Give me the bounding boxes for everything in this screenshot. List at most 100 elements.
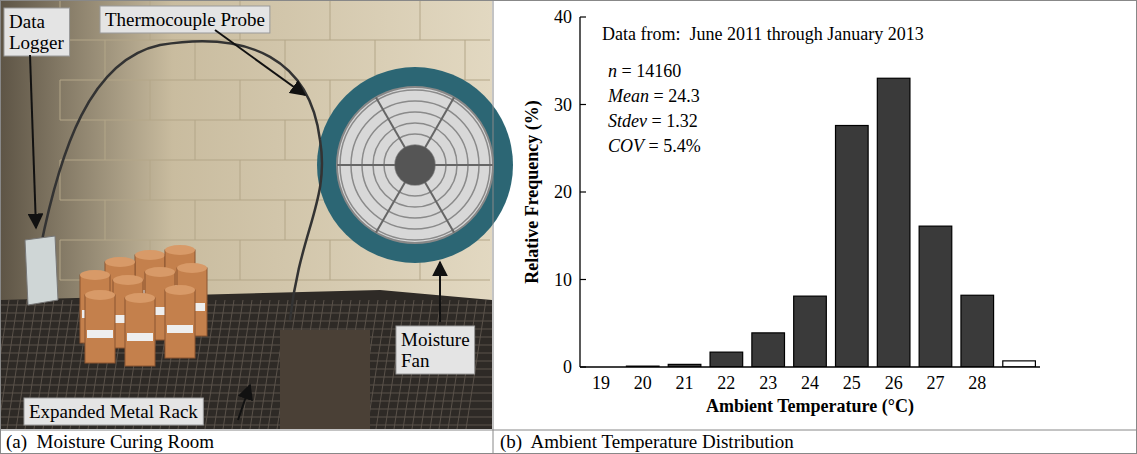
cylinder-top	[85, 290, 115, 300]
photo-panel: DataLogger Thermocouple Probe MoistureFan E…	[0, 0, 513, 429]
wall-joint	[420, 0, 421, 40]
caption: (a) Moisture Curing Room	[6, 431, 214, 453]
label-arrow	[439, 262, 441, 322]
label-box	[24, 398, 203, 425]
frame: (a) Moisture Curing Room(b) Ambient Temp…	[0, 0, 1137, 454]
label-line: Expanded Metal Rack	[29, 401, 198, 422]
wall-joint	[195, 40, 196, 80]
wall-joint	[240, 240, 241, 280]
label-line: Data	[9, 11, 45, 32]
rack-mesh	[232, 300, 252, 429]
label-line: Fan	[401, 350, 430, 371]
label-box	[396, 326, 475, 374]
cylinder	[125, 298, 155, 366]
rack-mesh	[1, 321, 492, 322]
cylinder-top	[125, 293, 155, 303]
x-tick-label: 26	[885, 373, 903, 393]
y-tick-label: 30	[554, 95, 572, 115]
cylinder-tag	[87, 330, 113, 338]
photo-label-text: Expanded Metal Rack	[29, 401, 198, 422]
fan-hub	[395, 145, 435, 185]
rack	[1, 290, 492, 429]
wall-joint	[105, 200, 106, 240]
annotation-symbol: n	[608, 61, 617, 81]
rack-mesh	[1, 377, 492, 378]
wall-joint	[195, 200, 196, 240]
cylinder-top	[145, 267, 175, 277]
photo-label-text: DataLogger	[9, 11, 65, 53]
x-tick-label: 20	[634, 373, 652, 393]
annotation-symbol: COV	[608, 136, 646, 156]
bar	[794, 296, 827, 367]
chart-panel: 01020304019202122232425262728Ambient Tem…	[522, 7, 1040, 417]
y-tick-label: 20	[554, 182, 572, 202]
wall-joint	[330, 80, 331, 120]
x-tick-label: 24	[801, 373, 819, 393]
wall-joint	[330, 240, 331, 280]
annotation-value: = 24.3	[649, 86, 700, 106]
rack-mesh	[241, 300, 261, 429]
cylinder-tag	[127, 333, 153, 341]
rack-mesh	[1, 385, 492, 386]
label-arrow	[238, 385, 250, 420]
rack-mesh	[205, 300, 225, 429]
annotation-value: = 14160	[617, 61, 681, 81]
rack-mesh	[223, 300, 243, 429]
fan-grille	[337, 87, 493, 243]
x-tick-label: 21	[676, 373, 694, 393]
label-line: Thermocouple Probe	[105, 9, 265, 30]
x-tick-label: 28	[968, 373, 986, 393]
y-tick-label: 0	[563, 357, 572, 377]
thermocouple-wire	[40, 41, 322, 320]
wall-joint	[330, 0, 331, 40]
cylinder	[165, 290, 195, 358]
wall-joint	[195, 120, 196, 160]
wall-joint	[285, 120, 286, 160]
annotation: Mean = 24.3	[607, 86, 700, 106]
cylinder	[85, 295, 115, 363]
x-axis-title: Ambient Temperature (°C)	[706, 396, 914, 417]
bar	[919, 226, 952, 367]
photo-label: MoistureFan	[396, 262, 475, 374]
bar	[877, 78, 910, 367]
photo-label: DataLogger	[4, 8, 70, 228]
photo-label: Expanded Metal Rack	[24, 385, 250, 425]
wall	[1, 1, 492, 429]
divider	[493, 0, 494, 454]
cylinder-top	[80, 270, 110, 280]
photo-label-text: Thermocouple Probe	[105, 9, 265, 30]
label-arrow	[215, 30, 305, 95]
bar	[710, 352, 743, 367]
label-arrow	[30, 55, 36, 228]
data-logger	[25, 236, 58, 305]
annotation-symbol: Stdev	[608, 111, 647, 131]
wall-joint	[465, 40, 466, 80]
bars	[626, 78, 1035, 367]
wall-joint	[60, 40, 490, 41]
x-tick-label: 23	[759, 373, 777, 393]
annotation: n = 14160	[608, 61, 681, 81]
y-tick	[580, 279, 586, 280]
wall-joint	[285, 200, 286, 240]
cylinder-top	[135, 250, 165, 260]
wall-joint	[150, 160, 151, 200]
y-tick-label: 40	[554, 7, 572, 27]
y-tick	[580, 16, 586, 17]
wall-joint	[285, 40, 286, 80]
x-axis	[580, 366, 1040, 367]
annotation: Stdev = 1.32	[608, 111, 698, 131]
label-box	[100, 6, 270, 33]
figure: DataLogger Thermocouple Probe MoistureFan E…	[0, 0, 1137, 454]
annotation-value: = 5.4%	[644, 136, 701, 156]
photo-label: Thermocouple Probe	[100, 6, 305, 95]
annotation: Data from: June 2011 through January 201…	[602, 24, 924, 44]
outer-border	[1, 1, 1137, 454]
wall-joint	[60, 240, 61, 280]
bar	[961, 295, 994, 367]
y-tick	[580, 366, 586, 367]
x-tick-label: 27	[926, 373, 944, 393]
rack-mesh	[259, 300, 279, 429]
rack-mesh	[214, 300, 234, 429]
y-axis-title: Relative Frequency (%)	[522, 100, 543, 284]
annotation-symbol: Mean	[607, 86, 649, 106]
